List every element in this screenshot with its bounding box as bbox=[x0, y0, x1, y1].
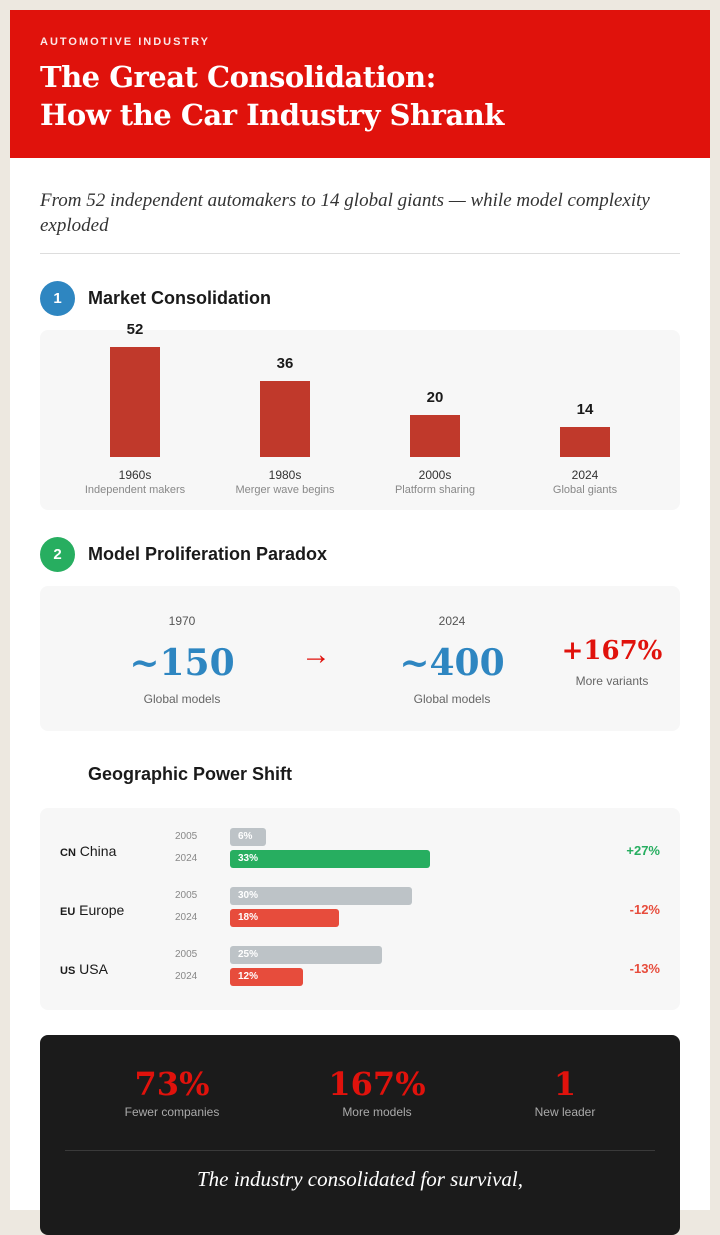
geographic-chart: CN China 2005 2024 6% 33% +27% EU Europe 2005 20… bbox=[40, 808, 680, 1010]
summary-panel: 73% Fewer companies 167% More models 1 New … bbox=[40, 1035, 680, 1235]
stat-label: Fewer companies bbox=[124, 1105, 220, 1119]
bar-value-label: 52 bbox=[126, 321, 144, 338]
stat: 73% Fewer companies bbox=[72, 1065, 272, 1119]
bar-2005: 6% bbox=[230, 828, 267, 846]
from-value: ~150 bbox=[129, 642, 235, 684]
region-label: EU Europe bbox=[60, 902, 124, 918]
bar-2005: 25% bbox=[230, 946, 382, 964]
region-name: USA bbox=[79, 961, 108, 977]
bar-sublabel: Platform sharing bbox=[394, 484, 476, 496]
subtitle: From 52 independent automakers to 14 glo… bbox=[40, 190, 650, 236]
divider bbox=[65, 1150, 655, 1151]
stat-value: 1 bbox=[553, 1065, 577, 1103]
from-label: Global models bbox=[143, 692, 221, 706]
bar-category-label: 1960s bbox=[118, 468, 152, 482]
kicker: AUTOMOTIVE INDUSTRY bbox=[40, 36, 211, 48]
stat-label: New leader bbox=[534, 1105, 596, 1119]
region-name: China bbox=[79, 843, 117, 859]
bar-2005: 30% bbox=[230, 887, 412, 905]
year-label: 2024 bbox=[175, 971, 198, 982]
title-line-2: How the Car Industry Shrank bbox=[40, 98, 504, 132]
bar-1960s bbox=[110, 347, 160, 457]
page-title: The Great Consolidation: How the Car Indu… bbox=[40, 58, 680, 134]
change-value: +27% bbox=[626, 843, 660, 858]
section-number-badge: 1 bbox=[40, 281, 75, 316]
from-year: 1970 bbox=[168, 614, 196, 628]
region-code: CN bbox=[60, 847, 76, 859]
change-value: +167% bbox=[561, 636, 663, 666]
year-label: 2024 bbox=[175, 853, 198, 864]
change-label: More variants bbox=[575, 674, 649, 688]
stat: 1 New leader bbox=[465, 1065, 665, 1119]
bar-1980s bbox=[260, 380, 310, 457]
summary-quote: The industry consolidated for survival, bbox=[196, 1167, 524, 1191]
to-year: 2024 bbox=[438, 614, 466, 628]
region-code: US bbox=[60, 965, 76, 977]
bar-category-label: 2000s bbox=[418, 468, 452, 482]
change-value: -12% bbox=[629, 902, 660, 917]
bar-sublabel: Merger wave begins bbox=[235, 484, 335, 496]
bar-value-label: 20 bbox=[426, 388, 444, 406]
section-2-heading: 2 Model Proliferation Paradox bbox=[40, 537, 327, 572]
section-3-heading: Geographic Power Shift bbox=[88, 764, 292, 785]
model-proliferation-panel: 1970 ~150 Global models → 2024 ~400 Glob… bbox=[40, 586, 680, 731]
bar-sublabel: Independent makers bbox=[84, 484, 186, 496]
bar-sublabel: Global giants bbox=[552, 484, 618, 496]
region-label: CN China bbox=[60, 843, 116, 859]
to-value: ~400 bbox=[399, 642, 505, 684]
region-code: EU bbox=[60, 906, 76, 918]
stat-label: More models bbox=[342, 1105, 412, 1119]
bar-value-label: 36 bbox=[276, 354, 294, 372]
arrow-right-icon: → bbox=[301, 638, 331, 671]
year-label: 2005 bbox=[175, 949, 198, 960]
infographic-card: AUTOMOTIVE INDUSTRY The Great Consolidat… bbox=[10, 10, 710, 1235]
bar-category-label: 2024 bbox=[571, 468, 599, 482]
stat-value: 167% bbox=[328, 1065, 426, 1103]
section-number-badge: 2 bbox=[40, 537, 75, 572]
stat: 167% More models bbox=[277, 1065, 477, 1119]
divider bbox=[40, 253, 680, 254]
bar-2024: 33% bbox=[230, 850, 430, 868]
region-label: US USA bbox=[60, 961, 108, 977]
year-label: 2005 bbox=[175, 890, 198, 901]
bar-category-label: 1980s bbox=[268, 468, 302, 482]
stat-value: 73% bbox=[134, 1065, 210, 1103]
bar-2024: 18% bbox=[230, 909, 340, 927]
region-name: Europe bbox=[79, 902, 125, 918]
change-value: -13% bbox=[629, 961, 660, 976]
section-title: Model Proliferation Paradox bbox=[88, 544, 328, 564]
to-label: Global models bbox=[413, 692, 491, 706]
title-line-1: The Great Consolidation: bbox=[40, 60, 436, 94]
bar-2024 bbox=[560, 427, 610, 457]
consolidation-chart: 52 1960s Independent makers 36 1980s Merger w… bbox=[40, 321, 680, 510]
section-title: Geographic Power Shift bbox=[88, 764, 293, 784]
section-title: Market Consolidation bbox=[88, 288, 272, 308]
year-label: 2005 bbox=[175, 831, 198, 842]
bar-2000s bbox=[410, 414, 460, 457]
bar-2024: 12% bbox=[230, 968, 303, 986]
header: AUTOMOTIVE INDUSTRY The Great Consolidat… bbox=[10, 10, 710, 158]
bar-value-label: 14 bbox=[576, 401, 594, 419]
year-label: 2024 bbox=[175, 912, 198, 923]
section-1-heading: 1 Market Consolidation bbox=[40, 281, 271, 316]
